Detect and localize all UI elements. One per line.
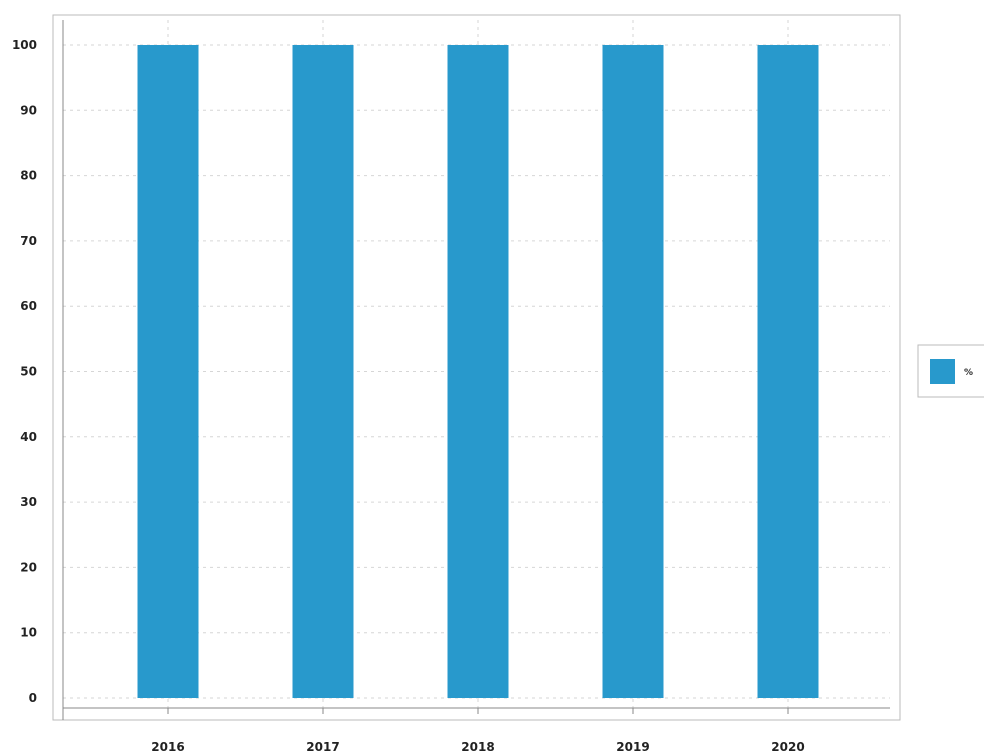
x-tick-label: 2020 (771, 740, 804, 754)
y-tick-label: 80 (20, 169, 37, 183)
y-tick-label: 90 (20, 103, 37, 117)
x-tick-labels: 2016 2017 2018 2019 2020 (151, 708, 805, 754)
y-tick-label: 40 (20, 430, 37, 444)
bar-2019 (602, 45, 664, 698)
x-tick-label: 2019 (616, 740, 649, 754)
y-tick-label: 50 (20, 365, 37, 379)
axes (62, 20, 890, 720)
legend: % (917, 344, 984, 398)
y-tick-label: 30 (20, 495, 37, 509)
legend-label: % (964, 368, 973, 378)
y-tick-label: 60 (20, 299, 37, 313)
bars (137, 45, 819, 698)
y-tick-label: 0 (29, 691, 37, 705)
y-tick-label: 20 (20, 560, 37, 574)
bar-2020 (757, 45, 819, 698)
bar-2018 (447, 45, 509, 698)
bar-2016 (137, 45, 199, 698)
y-tick-label: 70 (20, 234, 37, 248)
y-tick-label: 10 (20, 626, 37, 640)
x-tick-label: 2017 (306, 740, 339, 754)
bar-2017 (292, 45, 354, 698)
x-tick-label: 2016 (151, 740, 184, 754)
y-tick-label: 100 (12, 38, 37, 52)
x-tick-label: 2018 (461, 740, 494, 754)
y-tick-labels: 0 10 20 30 40 50 60 70 80 90 100 (12, 38, 37, 705)
legend-swatch (930, 359, 955, 384)
